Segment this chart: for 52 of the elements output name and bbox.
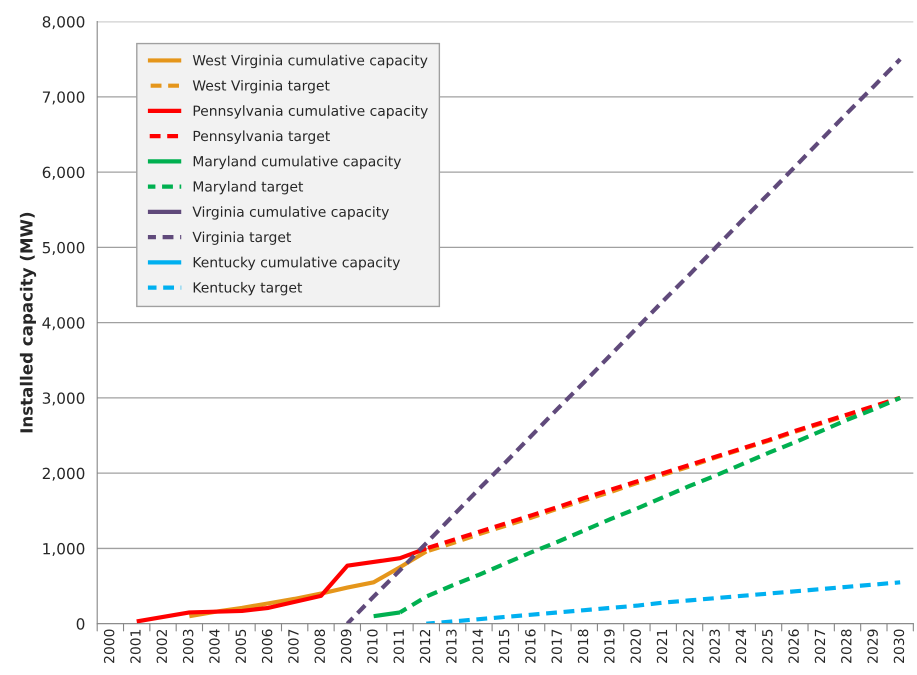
y-tick-label: 7,000: [42, 91, 84, 104]
x-tick-label: 2017: [551, 630, 562, 663]
legend-label: West Virginia cumulative capacity: [192, 54, 428, 68]
line-series: [424, 580, 902, 624]
x-tick-label: 2012: [420, 630, 430, 663]
x-tick-label: 2003: [182, 630, 194, 663]
x-tick-label: 2010: [367, 629, 378, 663]
x-tick-label: 2006: [262, 629, 272, 663]
legend-label: Maryland cumulative capacity: [194, 156, 402, 170]
y-tick-label: 4,000: [42, 317, 84, 330]
legend-label: Virginia target: [192, 231, 292, 245]
x-tick-label: 2015: [498, 630, 510, 663]
x-tick-label: 2024: [736, 629, 746, 663]
x-tick-label: 2030: [894, 629, 904, 663]
x-tick-label: 2020: [630, 629, 641, 663]
x-tick-label: 2023: [709, 630, 720, 663]
x-tick-label: 2025: [762, 630, 773, 663]
x-tick-label: 2013: [446, 630, 457, 663]
y-tick-label: 5,000: [42, 242, 84, 255]
y-tick-label: 2,000: [42, 468, 84, 481]
x-tick-label: 2009: [340, 630, 352, 663]
x-tick-label: 2011: [393, 630, 404, 663]
x-tick-label: 2029: [867, 630, 878, 663]
x-tick-label: 2002: [156, 630, 168, 663]
legend-label: West Virginia target: [192, 80, 330, 94]
y-tick-label: 3,000: [42, 392, 84, 406]
legend-label: Virginia cumulative capacity: [192, 206, 389, 220]
x-tick-label: 2026: [788, 629, 799, 663]
y-tick-label: 1,000: [43, 542, 84, 556]
x-tick-label: 2019: [604, 630, 615, 663]
x-tick-label: 2021: [656, 630, 668, 663]
x-tick-label: 2027: [814, 630, 826, 663]
y-tick-label: 6,000: [42, 166, 84, 180]
legend-label: Kentucky cumulative capacity: [194, 256, 400, 270]
y-tick-label: 8,000: [42, 16, 84, 30]
x-tick-label: 2016: [525, 629, 536, 663]
legend-label: Maryland target: [194, 180, 304, 194]
x-tick-label: 2007: [288, 630, 299, 663]
x-tick-label: 2001: [130, 630, 141, 663]
x-tick-label: 2008: [314, 630, 326, 663]
x-tick-label: 2000: [104, 629, 114, 663]
x-tick-label: 2014: [472, 629, 483, 663]
y-tick-label: 0: [76, 618, 84, 630]
x-tick-label: 2004: [209, 629, 220, 663]
x-tick-label: 2005: [236, 630, 246, 663]
x-tick-label: 2028: [841, 630, 852, 663]
y-axis-title: Installed capacity (MW): [20, 212, 36, 432]
x-tick-label: 2022: [683, 630, 694, 663]
legend-label: Pennsylvania cumulative capacity: [194, 105, 428, 119]
x-tick-label: 2018: [578, 630, 588, 663]
legend-label: Kentucky target: [194, 282, 302, 296]
legend-label: Pennsylvania target: [194, 130, 330, 144]
